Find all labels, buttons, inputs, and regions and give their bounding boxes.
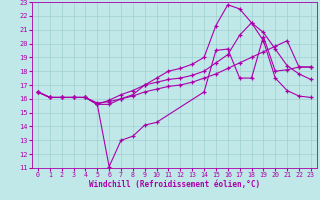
X-axis label: Windchill (Refroidissement éolien,°C): Windchill (Refroidissement éolien,°C) bbox=[89, 180, 260, 189]
